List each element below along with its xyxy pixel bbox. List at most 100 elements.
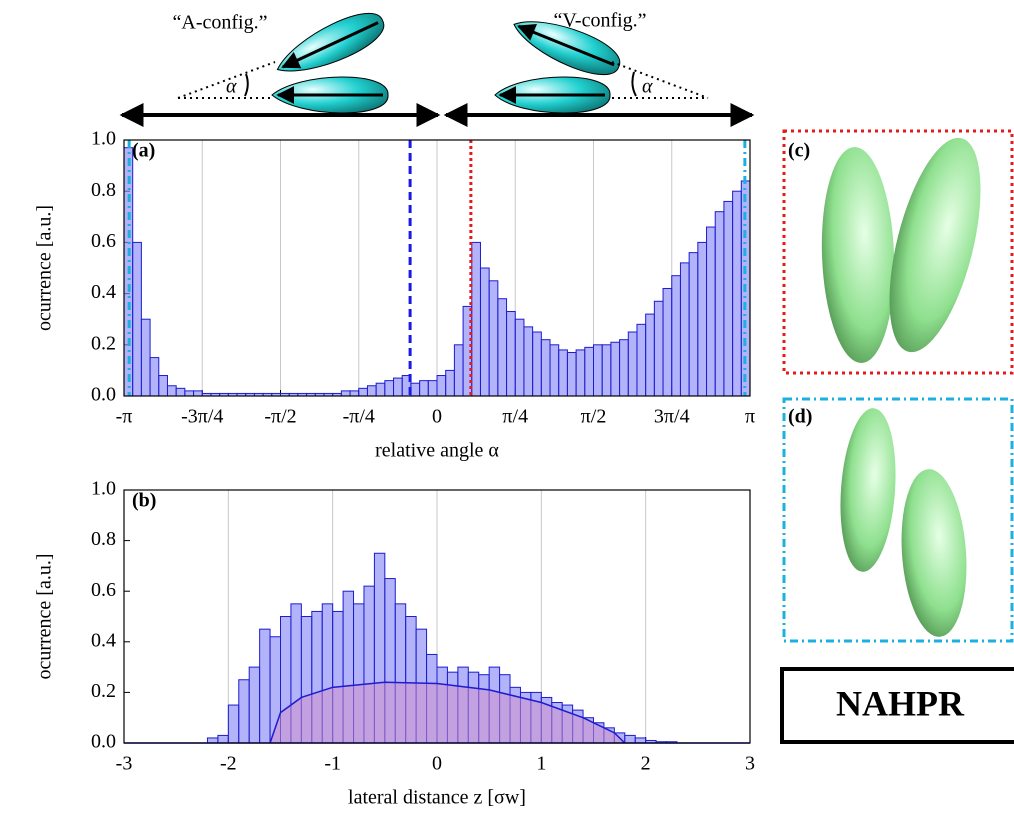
bar — [634, 737, 647, 744]
y-tick-label: 1.0 — [91, 128, 116, 150]
y-tick-label: 0.2 — [91, 680, 116, 702]
y-tick-label: 0.6 — [91, 230, 116, 252]
bar — [217, 734, 229, 744]
a-config-label: “A-config.” — [173, 12, 268, 34]
bar — [653, 300, 664, 397]
v-config-label: “V-config.” — [553, 10, 646, 32]
arrow — [516, 23, 615, 67]
x-axis-label: lateral distance z [σw] — [348, 787, 526, 809]
box-label: NAHPR — [836, 683, 965, 723]
bar — [166, 385, 177, 397]
bar — [540, 339, 551, 397]
x-tick-label: -3π/4 — [181, 406, 223, 428]
bar — [566, 351, 577, 397]
bar — [593, 344, 603, 397]
alpha-label: α — [226, 76, 237, 98]
x-tick-label: π/4 — [502, 406, 528, 428]
bar — [610, 341, 621, 397]
bar — [248, 666, 261, 744]
charts: -π -3π/4 -π/2 -π/4 0 π/4 π/2 3π/4 π 0.0 0.2 0.4 0.6 0… — [34, 128, 755, 809]
arrow — [281, 21, 379, 69]
x-tick-label: π — [745, 406, 755, 428]
x-tick-label: 2 — [641, 753, 651, 775]
bar — [514, 318, 525, 397]
bar — [619, 339, 629, 397]
bar — [584, 346, 595, 397]
panel-frame — [782, 129, 1014, 375]
x-tick-label: -1 — [324, 753, 341, 775]
y-axis-label: ocurrence [a.u.] — [34, 553, 56, 679]
panel-frame — [782, 397, 1014, 643]
bar — [366, 385, 377, 397]
bar — [662, 287, 673, 397]
y-tick-label: 0.0 — [91, 384, 116, 406]
y-tick-label: 0.0 — [91, 731, 116, 753]
bar — [158, 375, 168, 397]
density-area — [124, 681, 750, 744]
y-tick-label: 0.8 — [91, 179, 116, 201]
x-tick-label: 0 — [432, 753, 442, 775]
ellipsoid — [840, 408, 896, 572]
bar — [506, 311, 516, 397]
plot-frame — [123, 139, 751, 397]
x-tick-label: 3π/4 — [654, 406, 690, 428]
guide — [611, 61, 709, 99]
bar — [732, 190, 742, 397]
bar — [393, 377, 403, 397]
bar — [575, 349, 586, 397]
bar — [714, 211, 725, 397]
angle-arc — [631, 71, 637, 97]
bar — [427, 380, 438, 397]
bar — [384, 380, 395, 397]
bar — [358, 387, 368, 397]
bar — [206, 737, 219, 744]
bar — [436, 375, 447, 397]
x-tick-label: -π/4 — [343, 406, 375, 428]
panel-label: (d) — [788, 406, 812, 428]
x-tick-label: -π — [116, 406, 133, 428]
bar — [140, 318, 151, 397]
bar — [497, 298, 508, 397]
bar — [340, 390, 351, 397]
bar — [238, 679, 250, 744]
panel-label: (c) — [788, 140, 810, 162]
bar — [679, 262, 690, 397]
x-tick-label: 3 — [745, 753, 755, 775]
bar — [471, 241, 481, 397]
bar — [375, 382, 386, 397]
y-tick-label: 0.6 — [91, 579, 116, 601]
bar — [445, 369, 455, 397]
y-tick-label: 0.4 — [91, 281, 116, 303]
bar — [697, 241, 708, 397]
bar — [558, 349, 568, 397]
y-tick-label: 0.2 — [91, 332, 116, 354]
bar — [688, 252, 699, 397]
bar — [624, 734, 636, 744]
x-tick-label: -3 — [116, 753, 133, 775]
bar — [184, 390, 195, 397]
bar — [259, 628, 271, 744]
bar — [193, 390, 203, 397]
bar — [132, 241, 142, 397]
x-tick-label: -π/2 — [264, 406, 296, 428]
bar — [175, 387, 186, 397]
bar — [419, 380, 429, 397]
label-box — [780, 667, 1014, 744]
bar — [706, 226, 716, 397]
y-tick-label: 0.4 — [91, 629, 116, 651]
x-tick-label: -2 — [220, 753, 237, 775]
angle-arc — [244, 73, 249, 97]
bar — [227, 704, 240, 744]
side-panels: (c) (d) NAHPR — [780, 129, 1014, 744]
bar — [671, 275, 681, 397]
bar — [488, 280, 499, 397]
bar — [532, 331, 542, 397]
ellipsoid — [821, 147, 895, 363]
y-axis-label: ocurrence [a.u.] — [34, 205, 56, 331]
bar — [601, 344, 612, 397]
panel-label: (b) — [132, 490, 156, 512]
bar — [723, 200, 734, 397]
bar — [645, 313, 655, 397]
bar — [549, 344, 560, 397]
bar — [149, 357, 160, 397]
